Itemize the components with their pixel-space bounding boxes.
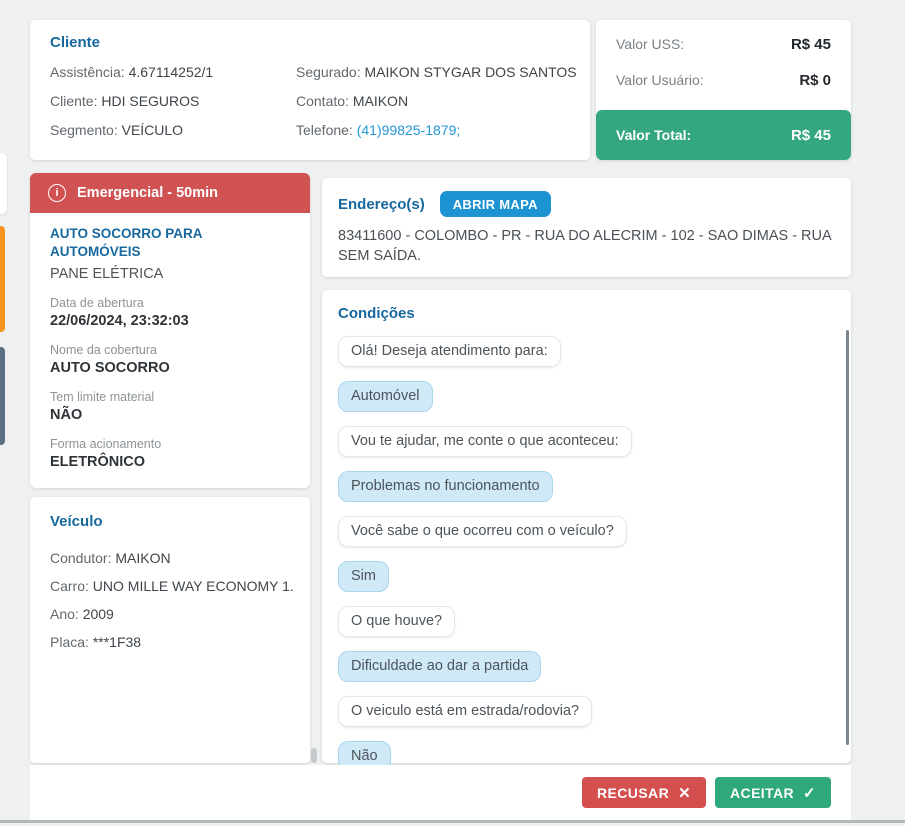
viewport-bottom-border xyxy=(0,820,905,823)
x-icon: ✕ xyxy=(678,784,692,802)
material-limit-value: NÃO xyxy=(50,407,83,423)
reject-button-label: RECUSAR xyxy=(597,784,670,801)
activation-mode-label: Forma acionamento xyxy=(50,437,162,451)
year-value: 2009 xyxy=(82,606,114,622)
segment-label: Segmento: xyxy=(50,122,118,138)
assistance-label: Assistência: xyxy=(50,64,125,80)
service-subtitle: PANE ELÉTRICA xyxy=(50,266,164,282)
valor-usuario-label: Valor Usuário: xyxy=(616,72,704,88)
year-row: Ano: 2009 xyxy=(50,600,290,628)
check-icon: ✓ xyxy=(803,784,816,802)
client-row: Cliente: HDI SEGUROS xyxy=(50,91,296,111)
client-info-grid: Assistência: 4.67114252/1 Segurado: MAIK… xyxy=(50,62,577,140)
conditions-card: Condições Olá! Deseja atendimento para: … xyxy=(322,290,851,772)
footer-action-bar: RECUSAR ✕ ACEITAR ✓ xyxy=(30,765,851,820)
phone-link[interactable]: (41)99825-1879; xyxy=(356,122,461,138)
insured-label: Segurado: xyxy=(296,64,361,80)
car-label: Carro: xyxy=(50,578,89,594)
chat-bubble-question: O que houve? xyxy=(338,606,456,637)
emergency-banner: i Emergencial - 50min xyxy=(30,173,310,213)
address-card-title: Endereço(s) xyxy=(338,195,425,213)
plate-row: Placa: ***1F38 xyxy=(50,628,290,656)
info-icon: i xyxy=(48,184,66,202)
service-title: AUTO SOCORRO PARA AUTOMÓVEIS xyxy=(50,226,203,259)
assistance-value: 4.67114252/1 xyxy=(128,64,214,80)
car-row: Carro: UNO MILLE WAY ECONOMY 1. xyxy=(50,572,294,600)
plate-label: Placa: xyxy=(50,634,89,650)
valor-uss-label: Valor USS: xyxy=(616,36,685,52)
client-label: Cliente: xyxy=(50,93,98,109)
contact-row: Contato: MAIKON xyxy=(296,91,577,111)
driver-value: MAIKON xyxy=(115,550,171,566)
valor-usuario-value: R$ 0 xyxy=(799,71,831,89)
accept-button[interactable]: ACEITAR ✓ xyxy=(715,777,831,808)
chat-message-list: Olá! Deseja atendimento para: Automóvel … xyxy=(338,336,835,772)
address-text: 83411600 - COLOMBO - PR - RUA DO ALECRIM… xyxy=(338,228,831,264)
valor-uss-value: R$ 45 xyxy=(790,35,831,53)
values-card: Valor USS: R$ 45 Valor Usuário: R$ 0 Val… xyxy=(596,20,851,160)
chat-bubble-answer: Dificuldade ao dar a partida xyxy=(338,651,542,682)
year-label: Ano: xyxy=(50,606,79,622)
contact-label: Contato: xyxy=(296,93,349,109)
coverage-name-value: AUTO SOCORRO xyxy=(50,360,170,376)
plate-value: ***1F38 xyxy=(92,634,142,650)
insured-value: MAIKON STYGAR DOS SANTOS xyxy=(364,64,577,80)
car-value: UNO MILLE WAY ECONOMY 1. xyxy=(92,578,294,594)
chat-bubble-question: Você sabe o que ocorreu com o veículo? xyxy=(338,516,627,547)
client-card-title: Cliente xyxy=(50,34,101,51)
chat-bubble-question: Olá! Deseja atendimento para: xyxy=(338,336,561,367)
chat-scrollbar-thumb[interactable] xyxy=(846,330,849,745)
valor-total-row: Valor Total: R$ 45 xyxy=(596,110,851,160)
service-card: AUTO SOCORRO PARA AUTOMÓVEIS PANE ELÉTRI… xyxy=(30,213,310,488)
open-map-button[interactable]: ABRIR MAPA xyxy=(439,191,551,217)
coverage-name-label: Nome da cobertura xyxy=(50,343,158,357)
client-card: Cliente Assistência: 4.67114252/1 Segura… xyxy=(30,20,590,160)
open-date-label: Data de abertura xyxy=(50,296,144,310)
reject-button[interactable]: RECUSAR ✕ xyxy=(582,777,707,808)
driver-label: Condutor: xyxy=(50,550,112,566)
conditions-card-title: Condições xyxy=(338,305,415,322)
valor-uss-row: Valor USS: R$ 45 xyxy=(616,30,831,58)
assistance-number-row: Assistência: 4.67114252/1 xyxy=(50,62,296,82)
material-limit-label: Tem limite material xyxy=(50,390,155,404)
valor-total-value: R$ 45 xyxy=(790,126,831,144)
left-list-slate-card-sliver xyxy=(0,347,5,445)
chat-bubble-answer: Sim xyxy=(338,561,389,592)
valor-usuario-row: Valor Usuário: R$ 0 xyxy=(616,66,831,94)
emergency-banner-label: Emergencial - 50min xyxy=(77,185,219,201)
chat-bubble-question: Vou te ajudar, me conte o que aconteceu: xyxy=(338,426,632,457)
segment-value: VEÍCULO xyxy=(121,122,184,138)
contact-value: MAIKON xyxy=(352,93,409,109)
left-list-orange-card-sliver xyxy=(0,226,5,332)
valor-total-label: Valor Total: xyxy=(616,127,692,143)
insured-row: Segurado: MAIKON STYGAR DOS SANTOS xyxy=(296,62,577,82)
phone-label: Telefone: xyxy=(296,122,353,138)
chat-bubble-answer: Problemas no funcionamento xyxy=(338,471,553,502)
client-value: HDI SEGUROS xyxy=(101,93,200,109)
address-card: Endereço(s) ABRIR MAPA 83411600 - COLOMB… xyxy=(322,178,851,277)
phone-row: Telefone: (41)99825-1879; xyxy=(296,120,577,140)
chat-bubble-question: O veiculo está em estrada/rodovia? xyxy=(338,696,593,727)
open-date-value: 22/06/2024, 23:32:03 xyxy=(50,313,189,329)
left-list-card-sliver xyxy=(0,153,7,214)
activation-mode-value: ELETRÔNICO xyxy=(50,454,146,470)
accept-button-label: ACEITAR xyxy=(730,784,795,801)
driver-row: Condutor: MAIKON xyxy=(50,544,290,572)
segment-row: Segmento: VEÍCULO xyxy=(50,120,296,140)
address-card-header: Endereço(s) ABRIR MAPA xyxy=(338,191,835,217)
vehicle-card: Veículo Condutor: MAIKON Carro: UNO MILL… xyxy=(30,497,310,763)
left-column-scrollbar-thumb[interactable] xyxy=(311,748,317,763)
chat-bubble-answer: Automóvel xyxy=(338,381,433,412)
vehicle-card-title: Veículo xyxy=(50,513,103,530)
